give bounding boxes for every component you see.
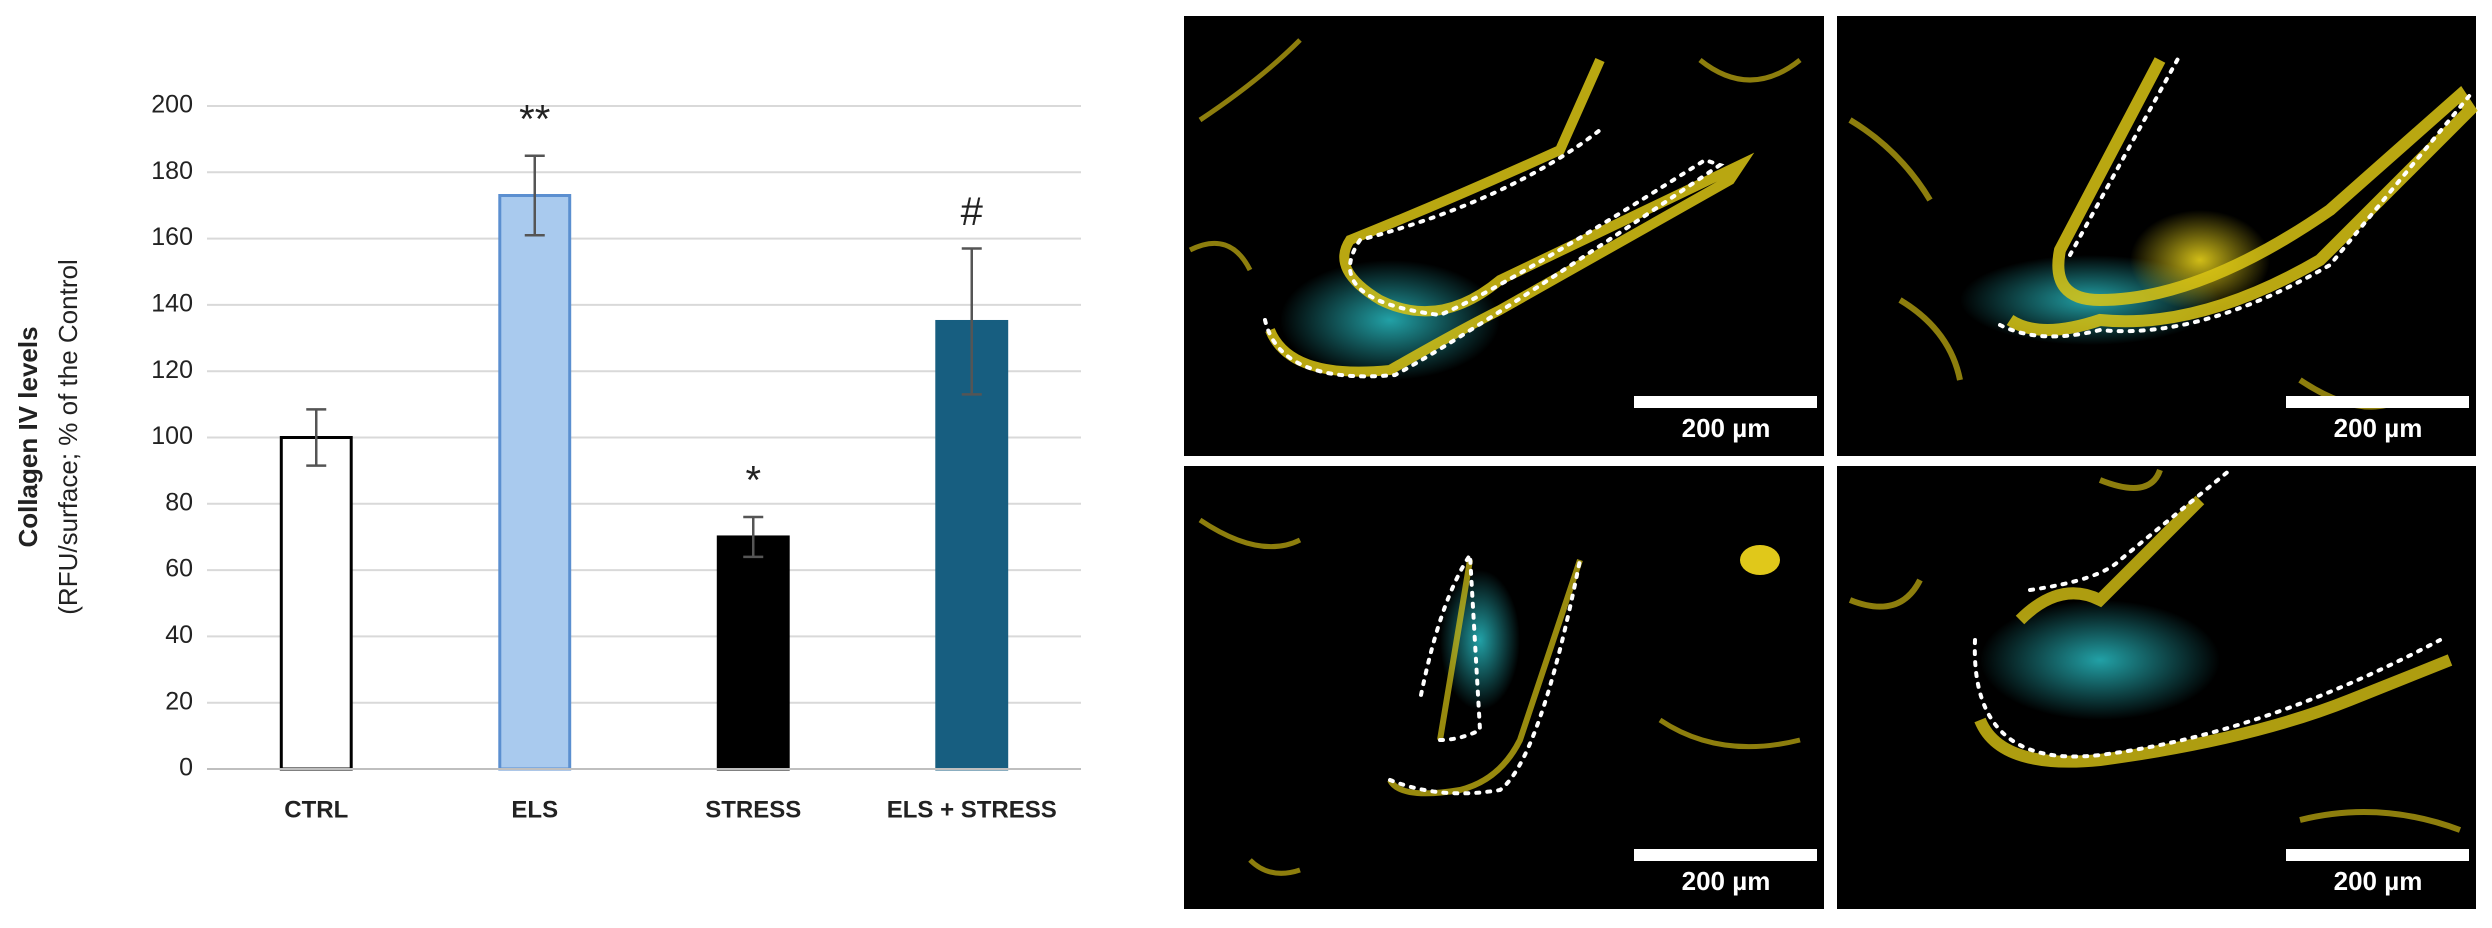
bar — [935, 319, 1009, 771]
micrographs — [1184, 16, 2478, 909]
significance-label: * — [745, 459, 761, 503]
x-tick-label: STRESS — [705, 796, 801, 823]
bar — [279, 436, 353, 771]
y-tick-label: 80 — [165, 488, 193, 516]
y-sublabel: (RFU/surface; % of the Control — [53, 259, 83, 614]
significance-label: ** — [519, 97, 550, 141]
x-tick-label: ELS — [511, 796, 558, 823]
bar — [716, 535, 790, 771]
y-tick-label: 60 — [165, 555, 193, 583]
y-tick-label: 180 — [151, 157, 193, 185]
y-axis-label: Collagen IV levels (RFU/surface; % of th… — [13, 259, 83, 614]
x-tick-label: ELS + STRESS — [887, 796, 1057, 823]
significance-label: # — [961, 190, 984, 234]
y-tick-label: 20 — [165, 687, 193, 715]
scale-bar — [2286, 849, 2469, 861]
y-tick-label: 100 — [151, 422, 193, 450]
y-tick-label: 40 — [165, 621, 193, 649]
scale-bar-label: 200 µm — [2334, 866, 2423, 896]
y-tick-label: 0 — [179, 754, 193, 782]
bar — [498, 194, 572, 771]
scale-bar-label: 200 µm — [2334, 413, 2423, 443]
y-tick-label: 160 — [151, 223, 193, 251]
micrograph — [1184, 16, 1824, 456]
y-tick-label: 140 — [151, 290, 193, 318]
scale-bar — [2286, 396, 2469, 408]
micrograph — [1837, 466, 2476, 909]
scale-bar-label: 200 µm — [1682, 413, 1771, 443]
x-tick-label: CTRL — [284, 796, 348, 823]
y-label: Collagen IV levels — [13, 326, 43, 547]
micrograph — [1184, 466, 1824, 909]
y-tick-label: 120 — [151, 356, 193, 384]
y-tick-label: 200 — [151, 91, 193, 119]
scale-bar-label: 200 µm — [1682, 866, 1771, 896]
micrograph — [1837, 16, 2478, 456]
scale-bar — [1634, 396, 1817, 408]
scale-bar — [1634, 849, 1817, 861]
